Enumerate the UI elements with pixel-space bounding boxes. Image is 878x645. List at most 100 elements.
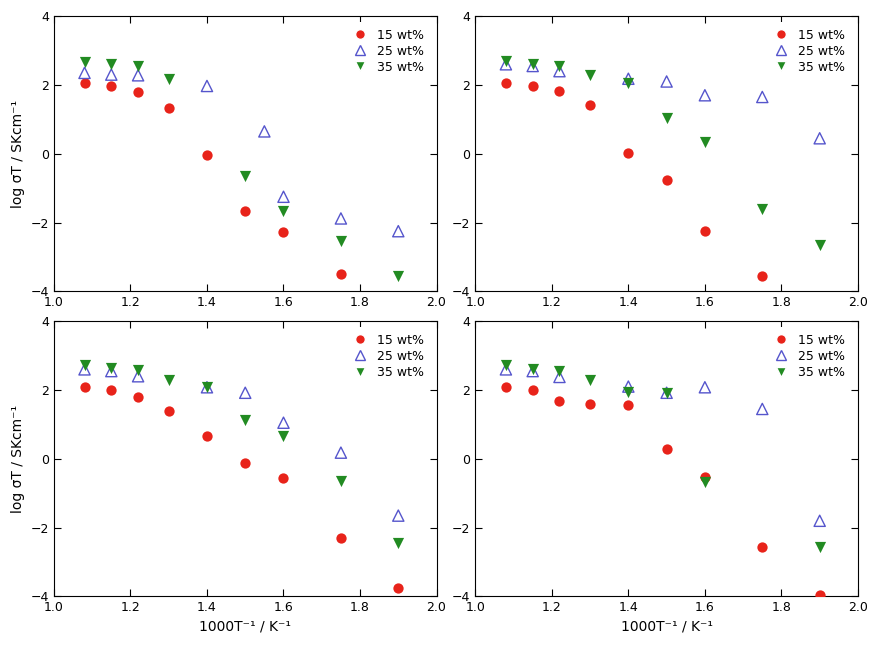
Point [131,61,145,71]
Point [77,78,91,88]
Point [238,205,252,215]
Point [582,70,596,80]
Point [697,471,711,482]
Point [391,226,405,236]
Point [525,61,539,71]
Point [621,401,635,411]
Point [697,90,711,101]
Point [199,382,213,392]
Point [551,396,565,406]
Point [525,364,539,374]
Point [238,388,252,398]
Point [334,213,348,224]
Point [812,240,826,250]
Point [77,360,91,370]
Point [334,533,348,543]
Point [277,192,291,202]
Point [525,59,539,70]
Point [131,70,145,81]
Point [238,458,252,468]
Point [697,477,711,488]
Point [104,70,119,80]
Point [257,126,271,137]
Point [697,137,711,147]
Point [334,476,348,486]
Point [754,404,768,414]
Point [77,382,91,392]
Y-axis label: log σT / SKcm⁻¹: log σT / SKcm⁻¹ [11,100,25,208]
Point [754,92,768,102]
Point [499,55,513,66]
Point [621,386,635,397]
Point [104,366,119,376]
Point [104,81,119,91]
Point [334,269,348,279]
Point [812,541,826,551]
Point [658,388,673,398]
Point [621,148,635,158]
Point [658,388,673,398]
Point [551,86,565,96]
Point [104,385,119,395]
Point [238,415,252,426]
Point [621,78,635,88]
Point [697,382,711,392]
Point [658,76,673,86]
Point [277,226,291,237]
Y-axis label: log σT / SKcm⁻¹: log σT / SKcm⁻¹ [11,405,25,513]
Point [77,68,91,78]
Point [277,417,291,428]
Point [658,443,673,453]
Point [525,366,539,376]
Point [131,371,145,381]
Point [621,74,635,84]
Point [199,381,213,392]
Point [104,59,119,70]
Point [525,385,539,395]
Point [391,538,405,548]
Point [582,375,596,385]
Point [499,360,513,370]
Point [754,271,768,281]
Point [131,86,145,97]
Point [621,381,635,392]
Point [238,171,252,181]
X-axis label: 1000T⁻¹ / K⁻¹: 1000T⁻¹ / K⁻¹ [199,620,291,634]
Point [551,366,565,376]
Point [812,133,826,143]
Point [658,112,673,123]
Point [162,375,176,386]
Point [334,236,348,246]
Point [582,100,596,110]
Point [658,174,673,184]
Point [131,365,145,375]
Point [199,81,213,91]
Legend: 15 wt%, 25 wt%, 35 wt%: 15 wt%, 25 wt%, 35 wt% [341,23,430,80]
Point [162,103,176,114]
Point [277,205,291,215]
Point [697,226,711,236]
Point [499,59,513,70]
Point [525,81,539,91]
Point [499,78,513,88]
Point [812,590,826,600]
Point [77,56,91,66]
Point [551,61,565,71]
Point [162,74,176,84]
Legend: 15 wt%, 25 wt%, 35 wt%: 15 wt%, 25 wt%, 35 wt% [761,23,851,80]
Point [551,66,565,76]
Point [582,399,596,409]
Point [334,448,348,458]
Point [277,432,291,442]
Point [391,271,405,281]
Point [77,364,91,375]
Point [391,510,405,521]
Point [104,362,119,373]
Point [812,515,826,526]
Point [277,473,291,483]
Point [754,541,768,551]
Point [131,392,145,402]
X-axis label: 1000T⁻¹ / K⁻¹: 1000T⁻¹ / K⁻¹ [620,620,712,634]
Point [199,150,213,161]
Legend: 15 wt%, 25 wt%, 35 wt%: 15 wt%, 25 wt%, 35 wt% [761,328,851,385]
